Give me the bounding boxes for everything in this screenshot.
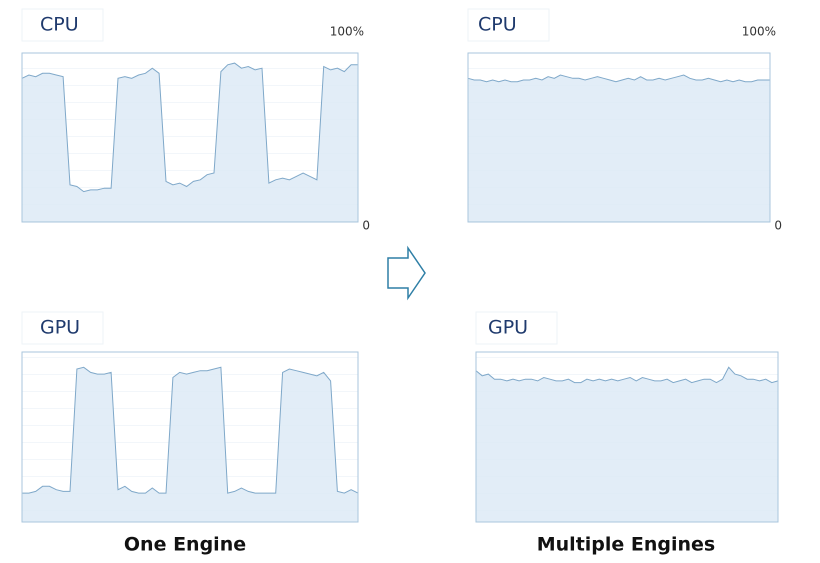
area <box>22 63 358 222</box>
y-tick-label: 100% <box>330 25 364 39</box>
title-tab <box>467 8 550 42</box>
plot-border <box>21 52 359 223</box>
y-tick-label: 100% <box>742 25 776 39</box>
area <box>468 75 770 222</box>
line <box>22 366 359 494</box>
y-tick-label: 0 <box>774 219 782 233</box>
title-tab <box>21 311 104 345</box>
y-tick-label: 0 <box>362 219 370 233</box>
chart-title: CPU <box>478 14 517 36</box>
line <box>475 366 779 384</box>
title-tab <box>475 311 558 345</box>
chart-title: GPU <box>40 317 80 339</box>
arrow <box>387 245 426 301</box>
title-tab <box>21 8 104 42</box>
chart-title: CPU <box>40 14 79 36</box>
chart-title: GPU <box>488 317 528 339</box>
area <box>22 367 358 522</box>
line <box>21 62 358 193</box>
plot-border <box>475 351 779 523</box>
line <box>467 74 770 83</box>
area <box>476 367 778 522</box>
caption: One Engine <box>124 534 246 556</box>
plot-border <box>21 351 359 523</box>
plot-border <box>467 52 771 223</box>
caption: Multiple Engines <box>537 534 716 556</box>
